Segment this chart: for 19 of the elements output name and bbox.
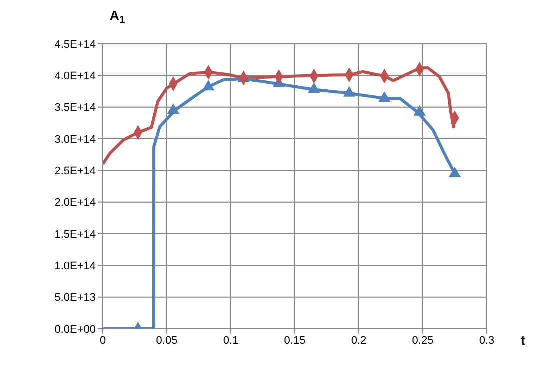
y-tick-label: 0.0E+00 (54, 324, 96, 336)
x-tick-label: 0.25 (412, 334, 434, 347)
y-tick-label: 3.0E+14 (54, 134, 96, 146)
y-tick-label: 2.0E+14 (54, 197, 96, 210)
y-tick-label: 4.0E+14 (54, 70, 96, 83)
x-tick-label: 0.3 (479, 334, 495, 347)
x-tick-label: 0.2 (351, 334, 367, 347)
x-axis-title: t (521, 333, 526, 348)
y-tick-label: 3.5E+14 (54, 102, 96, 114)
y-axis-title: A$_{1}$ (110, 8, 126, 27)
y-tick-label: 1.5E+14 (54, 228, 96, 241)
y-tick-label: 5.0E+13 (54, 292, 96, 304)
x-tick-label: 0.1 (223, 334, 239, 347)
y-tick-label: 2.5E+14 (54, 166, 96, 178)
y-tick-label: 1.0E+14 (54, 260, 96, 273)
x-tick-label: 0 (100, 334, 106, 347)
x-tick-label: 0.15 (284, 334, 306, 347)
y-tick-label: 4.5E+14 (54, 38, 96, 51)
x-tick-label: 0.05 (156, 334, 178, 347)
